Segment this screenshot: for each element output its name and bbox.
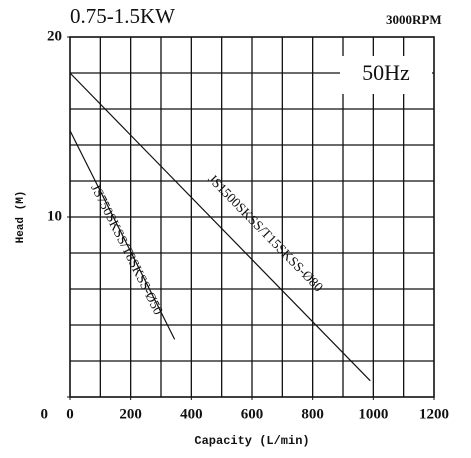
y-tick-label: 20: [47, 28, 62, 44]
chart-title: 0.75-1.5KW: [70, 4, 175, 28]
hz-label: 50Hz: [362, 60, 410, 85]
y-axis-label: Head (M): [15, 191, 27, 244]
x-tick-label: 1000: [358, 406, 388, 422]
x-tick-label: 800: [301, 406, 324, 422]
x-tick-label: 200: [119, 406, 142, 422]
y-tick-label: 10: [47, 208, 62, 224]
hz-box: [340, 56, 432, 94]
x-tick-label: 0: [66, 406, 74, 422]
y-tick-label: 0: [41, 406, 49, 422]
line-label: JS1500SKSS/T15SKSS-Ø80: [205, 171, 326, 294]
x-tick-label: 400: [180, 406, 203, 422]
line: [69, 130, 176, 340]
line: [69, 72, 371, 382]
x-axis-label: Capacity (L/min): [194, 434, 309, 448]
x-tick-label: 1200: [419, 406, 449, 422]
x-tick-label: 600: [241, 406, 264, 422]
rpm-label: 3000RPM: [386, 12, 442, 27]
